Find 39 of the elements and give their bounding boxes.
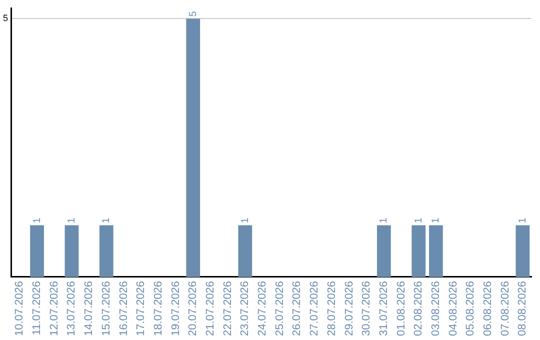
x-tick-label: 07.08.2026 <box>499 280 512 336</box>
x-tick-label: 26.07.2026 <box>291 280 304 336</box>
x-tick-label: 15.07.2026 <box>100 280 112 336</box>
x-tick-label: 13.07.2026 <box>66 280 78 336</box>
data-label: 1 <box>66 217 78 224</box>
x-tick-label: 20.07.2026 <box>187 280 200 336</box>
data-label: 5 <box>188 10 199 17</box>
x-tick-label: 19.07.2026 <box>170 280 182 336</box>
data-label: 1 <box>101 217 112 224</box>
x-tick-label: 27.07.2026 <box>308 280 321 336</box>
x-tick-label: 24.07.2026 <box>256 280 269 336</box>
data-label: 1 <box>240 217 251 224</box>
data-label: 1 <box>430 217 442 224</box>
x-tick-label: 25.07.2026 <box>274 280 286 336</box>
x-tick-label: 03.08.2026 <box>430 280 442 336</box>
x-tick-label: 02.08.2026 <box>412 280 425 336</box>
x-tick-label: 23.07.2026 <box>239 280 252 336</box>
x-tick-label: 18.07.2026 <box>152 280 164 336</box>
x-tick-label: 31.07.2026 <box>378 280 390 336</box>
x-tick-label: 29.07.2026 <box>343 280 356 336</box>
x-tick-label: 21.07.2026 <box>204 280 216 336</box>
x-tick-label: 01.08.2026 <box>395 280 408 336</box>
x-tick-label: 08.08.2026 <box>516 280 529 336</box>
data-label: 1 <box>517 217 528 224</box>
x-tick-label: 16.07.2026 <box>118 280 130 336</box>
x-tick-label: 17.07.2026 <box>135 280 148 336</box>
x-tick-label: 05.08.2026 <box>464 280 477 336</box>
x-tick-label: 12.07.2026 <box>48 280 60 336</box>
x-tick-label: 14.07.2026 <box>83 280 96 336</box>
x-tick-label: 10.07.2026 <box>14 280 26 336</box>
x-tick-label: 22.07.2026 <box>222 280 234 336</box>
x-tick-label: 06.08.2026 <box>482 280 494 336</box>
x-tick-label: 11.07.2026 <box>31 280 44 336</box>
data-label: 1 <box>413 217 424 224</box>
data-label: 1 <box>378 217 390 224</box>
x-tick-label: 28.07.2026 <box>326 280 338 336</box>
x-tick-label: 30.07.2026 <box>360 280 373 336</box>
data-label: 1 <box>32 217 43 224</box>
x-tick-label: 04.08.2026 <box>447 280 460 336</box>
